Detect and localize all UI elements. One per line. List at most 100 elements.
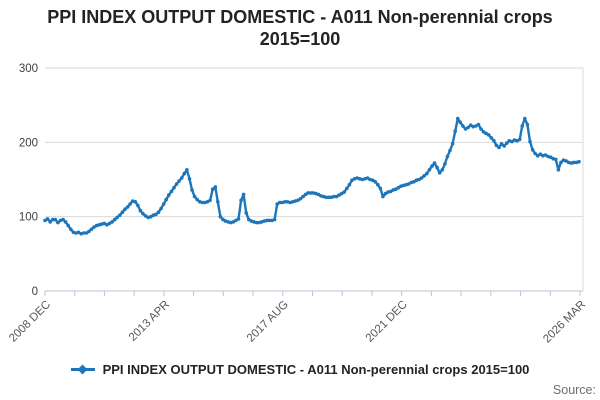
legend-series-label: PPI INDEX OUTPUT DOMESTIC - A011 Non-per… (102, 362, 530, 377)
series-point (48, 220, 52, 224)
series-point (535, 153, 540, 158)
y-tick-label: 100 (19, 212, 38, 224)
series-point (136, 203, 140, 208)
series-point (110, 220, 114, 224)
series-point (456, 116, 460, 121)
series-point (205, 200, 210, 204)
series-point (450, 142, 455, 146)
series-point (53, 217, 58, 222)
series-point (489, 136, 494, 140)
series-point (572, 160, 576, 165)
series-point (510, 139, 514, 144)
series-point (192, 194, 197, 199)
y-tick-label: 200 (19, 137, 38, 149)
series-point (267, 218, 272, 223)
series-point (283, 200, 287, 204)
series-point (502, 144, 507, 148)
series-point (476, 122, 481, 127)
series-point (190, 188, 194, 192)
series-point (56, 220, 60, 225)
series-point (533, 151, 537, 156)
series-point (564, 159, 568, 163)
series-point (306, 191, 310, 195)
series-point (381, 194, 385, 199)
series-point (182, 171, 187, 176)
series-point (298, 197, 303, 201)
series-point (296, 198, 300, 203)
series-point (308, 191, 313, 195)
series-point (577, 159, 581, 164)
series-point (486, 133, 491, 137)
series-point (167, 193, 171, 197)
series-point (378, 186, 383, 191)
series-point (422, 174, 427, 178)
series-point (272, 217, 277, 222)
series-point (200, 200, 205, 205)
series-point (247, 217, 251, 222)
series-point (66, 223, 70, 228)
series-point (179, 176, 184, 180)
series-point (216, 200, 220, 204)
series-point (89, 227, 94, 232)
series-point (347, 182, 352, 187)
series-point (128, 202, 132, 206)
chart-title-line1: PPI INDEX OUTPUT DOMESTIC - A011 Non-per… (47, 7, 553, 27)
series-point (388, 189, 393, 194)
series-point (556, 168, 561, 172)
series-point (492, 139, 496, 143)
series-point (505, 141, 509, 145)
x-tick-label: 2013 APR (127, 299, 172, 344)
series-point (265, 218, 269, 223)
series-point (559, 160, 563, 165)
series-point (161, 202, 166, 206)
series-point (76, 230, 81, 235)
series-point (538, 152, 543, 156)
series-point (370, 178, 375, 182)
series-point (499, 142, 504, 146)
series-point (221, 217, 225, 222)
series-point (115, 215, 119, 220)
series-point (112, 217, 117, 222)
series-point (373, 179, 378, 184)
series-point (69, 227, 73, 232)
series-point (316, 192, 321, 197)
series-point (208, 198, 212, 203)
series-point (448, 148, 452, 153)
series-point (528, 139, 532, 144)
series-point (432, 161, 437, 165)
series-point (118, 213, 122, 217)
series-point (334, 194, 339, 199)
legend-item[interactable]: PPI INDEX OUTPUT DOMESTIC - A011 Non-per… (0, 362, 600, 377)
series-point (479, 127, 483, 131)
series-point (466, 125, 470, 130)
series-point (138, 208, 143, 213)
series-point (396, 185, 401, 190)
series-point (376, 182, 380, 187)
series-point (430, 164, 434, 168)
series-point (169, 189, 174, 194)
x-tick-label: 2021 DEC (364, 299, 410, 345)
series-point (474, 124, 478, 128)
series-point (177, 179, 181, 183)
series-point (143, 214, 148, 218)
series-point (210, 187, 215, 191)
series-point (458, 120, 463, 125)
series-point (45, 217, 50, 221)
series-point (453, 129, 458, 133)
series-point (244, 211, 248, 215)
series-point (107, 221, 112, 226)
series-point (463, 127, 468, 131)
series-point (236, 217, 241, 221)
series-point (342, 190, 347, 194)
series-point (437, 171, 442, 175)
series-point (425, 171, 429, 176)
series-point (440, 168, 445, 172)
series-point (419, 176, 424, 180)
series-point (278, 200, 282, 205)
series-point (520, 124, 524, 128)
series-point (461, 124, 465, 128)
series-point (241, 192, 246, 197)
series-point (324, 195, 329, 200)
series-point (172, 185, 176, 190)
y-tick-label: 0 (32, 286, 38, 298)
